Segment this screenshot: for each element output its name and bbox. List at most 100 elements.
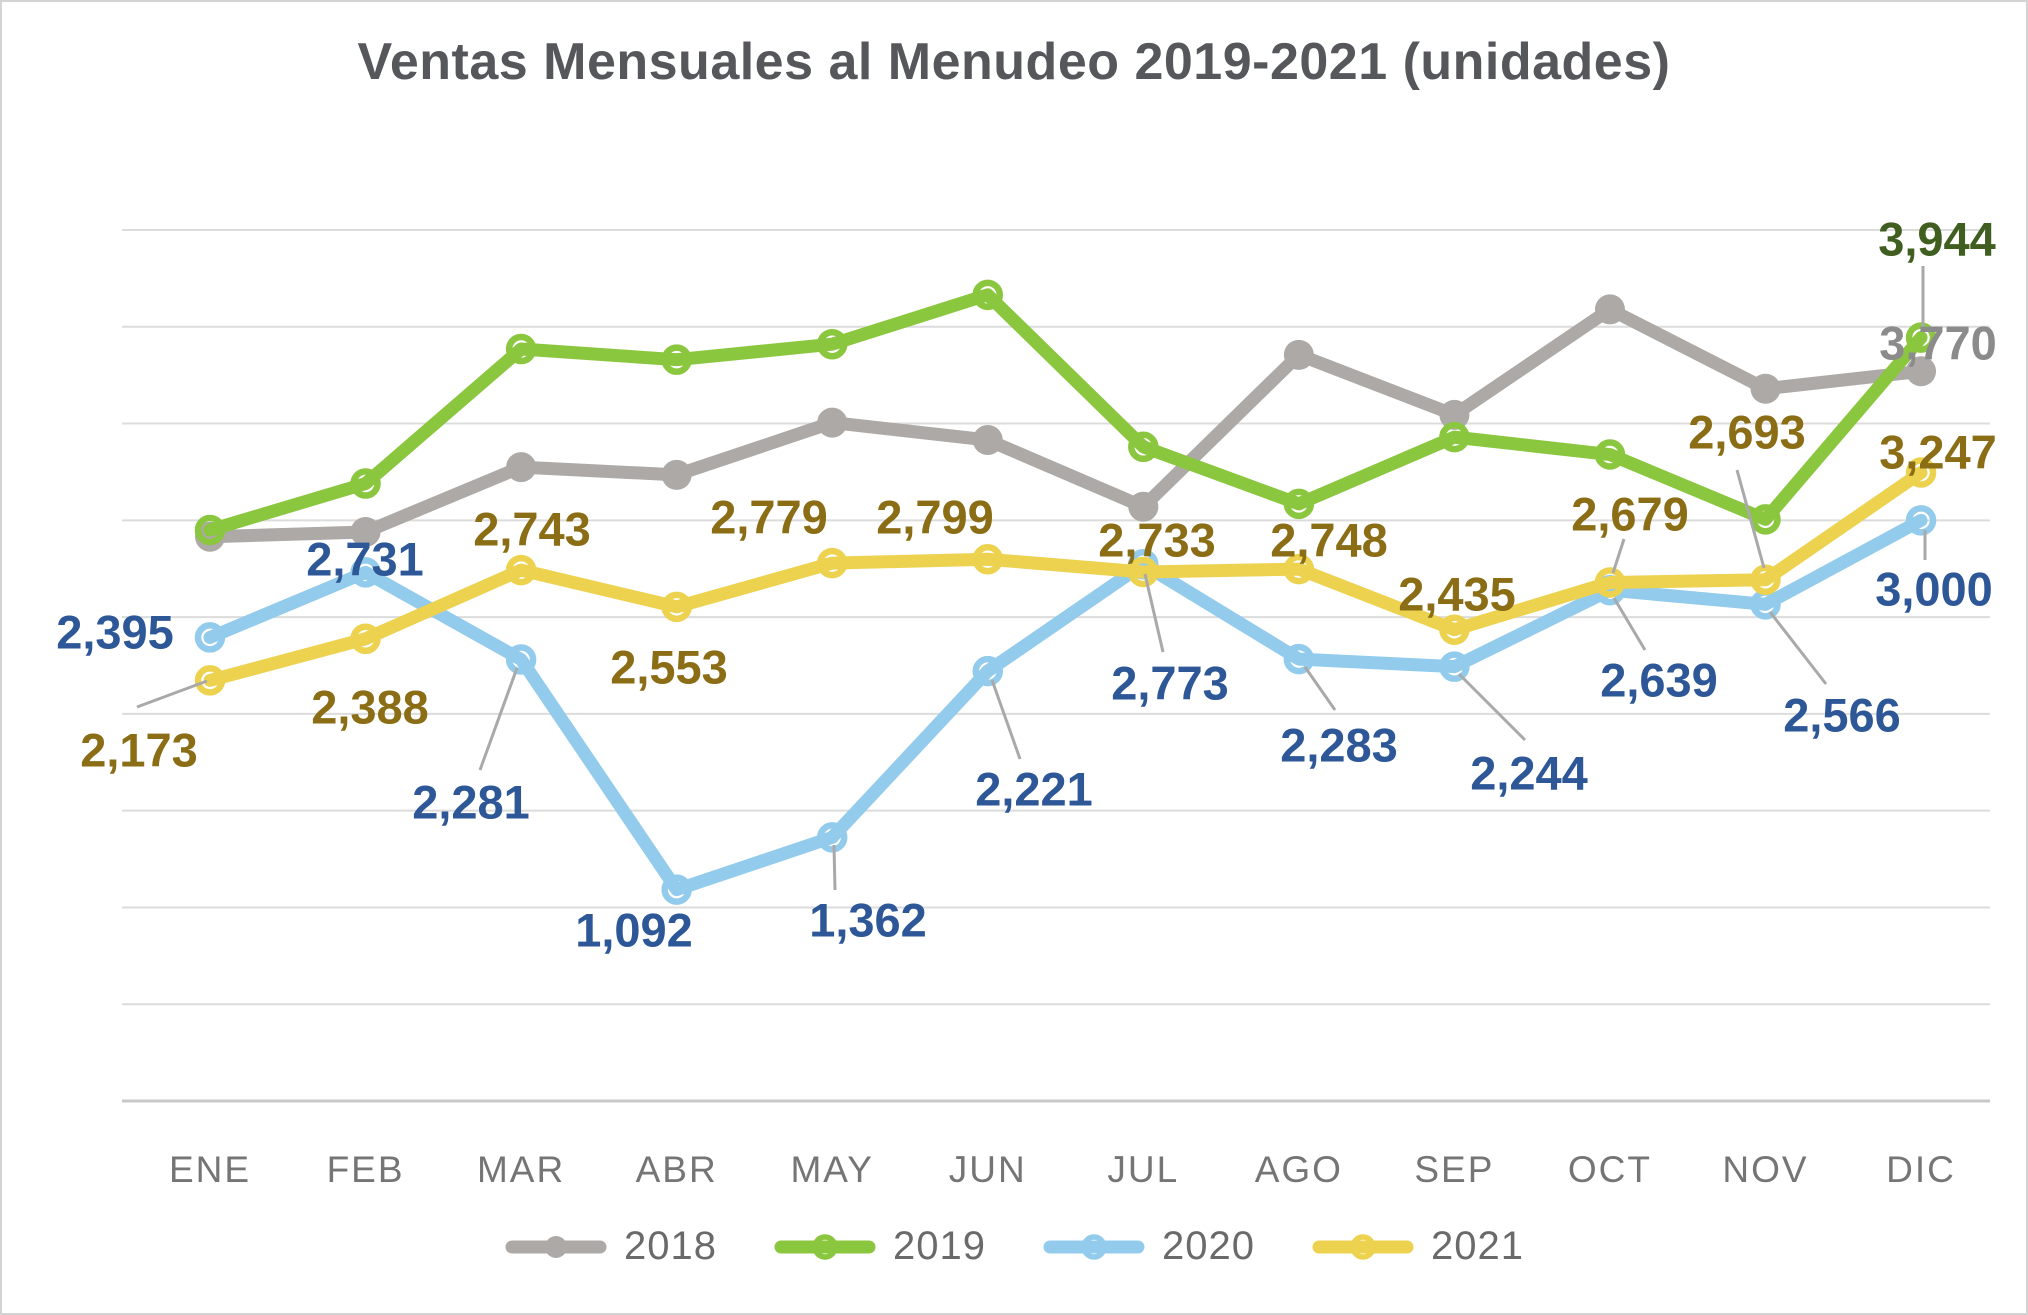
- legend-item-2020[interactable]: 2020: [1042, 1224, 1255, 1269]
- data-label-2021-AGO: 2,748: [1270, 514, 1388, 567]
- data-label-2021-SEP: 2,435: [1398, 568, 1516, 621]
- marker-2019-NOV: [1750, 504, 1781, 535]
- data-label-2020-OCT: 2,639: [1600, 654, 1718, 707]
- x-axis-label-JUN: JUN: [949, 1149, 1027, 1190]
- data-labels-2018: 3,770: [1879, 317, 1997, 370]
- leader-lines: [136, 266, 1927, 891]
- marker-2018-AGO: [1283, 339, 1314, 370]
- marker-2020-AGO: [1283, 643, 1315, 675]
- marker-2021-ABR: [661, 591, 692, 623]
- marker-2019-MAY: [816, 328, 848, 360]
- marker-2021-MAR: [505, 554, 537, 586]
- data-label-2021-MAR: 2,743: [473, 503, 591, 556]
- data-label-2020-AGO: 2,283: [1280, 719, 1398, 772]
- chart-title: Ventas Mensuales al Menudeo 2019-2021 (u…: [357, 33, 1671, 91]
- marker-2021-MAY: [816, 547, 848, 579]
- legend-label-2021: 2021: [1430, 1224, 1524, 1268]
- marker-2019-AGO: [1283, 488, 1315, 520]
- series-2018: [195, 294, 1937, 552]
- marker-2021-AGO: [1283, 553, 1315, 585]
- data-label-2021-NOV: 2,693: [1688, 406, 1806, 459]
- data-label-2021-FEB: 2,388: [311, 681, 429, 734]
- legend-label-2019: 2019: [893, 1224, 986, 1268]
- data-label-2021-JUL: 2,733: [1098, 514, 1216, 567]
- marker-2021-FEB: [350, 623, 381, 655]
- series-line-2021: [203, 466, 1928, 687]
- x-axis-label-ABR: ABR: [636, 1149, 718, 1190]
- x-axis-labels: ENE FEB MAR ABR MAY JUN JUL AGO SEP OCT NOV DIC: [169, 1149, 1956, 1190]
- marker-2020-FEB: [350, 557, 381, 588]
- data-label-2019-DIC: 3,944: [1878, 213, 1996, 266]
- legend-item-2021[interactable]: 2021: [1311, 1224, 1524, 1269]
- marker-2021-JUN: [972, 543, 1003, 575]
- legend-item-2019[interactable]: 2019: [773, 1224, 986, 1269]
- series-line-2020: [203, 513, 1928, 897]
- data-label-2020-ENE: 2,395: [56, 606, 174, 659]
- marker-2018-FEB: [350, 516, 381, 547]
- data-label-2021-ENE: 2,173: [80, 724, 198, 777]
- data-label-2020-FEB: 2,731: [306, 533, 424, 586]
- data-label-2020-MAY: 1,362: [809, 894, 927, 947]
- marker-2019-JUN: [972, 279, 1003, 311]
- data-label-2021-ABR: 2,553: [610, 641, 728, 694]
- marker-2021-NOV: [1750, 564, 1781, 596]
- x-axis-label-FEB: FEB: [327, 1149, 405, 1190]
- marker-2019-DIC: [1905, 322, 1937, 353]
- data-label-2020-DIC: 3,000: [1875, 563, 1993, 616]
- marker-2021-SEP: [1439, 614, 1470, 645]
- marker-2018-SEP: [1439, 399, 1470, 430]
- marker-2018-ABR: [661, 459, 692, 490]
- marker-2020-ABR: [661, 874, 692, 905]
- x-axis-label-AGO: AGO: [1255, 1149, 1343, 1190]
- legend-label-2018: 2018: [624, 1224, 718, 1268]
- x-axis-label-MAY: MAY: [790, 1149, 873, 1190]
- marker-2020-DIC: [1905, 505, 1937, 536]
- data-label-2020-SEP: 2,244: [1470, 747, 1588, 800]
- marker-2019-ENE: [194, 514, 226, 546]
- marker-2019-MAR: [505, 333, 537, 365]
- series-2019: [194, 279, 1937, 546]
- data-label-2020-ABR: 1,092: [575, 904, 693, 957]
- marker-2018-OCT: [1594, 294, 1625, 325]
- marker-2021-OCT: [1594, 567, 1626, 598]
- marker-2018-MAR: [506, 452, 537, 483]
- x-axis-label-OCT: OCT: [1568, 1149, 1652, 1190]
- marker-2018-JUN: [972, 425, 1003, 456]
- marker-2018-DIC: [1906, 356, 1937, 387]
- legend-item-2018[interactable]: 2018: [504, 1224, 717, 1269]
- data-label-2021-JUN: 2,799: [876, 491, 994, 544]
- marker-2021-ENE: [194, 665, 226, 696]
- data-label-2021-DIC: 3,247: [1879, 426, 1997, 479]
- data-labels-2020: 2,395 2,731 2,281 1,092 1,362 2,221 2,773 2,283…: [56, 533, 1993, 957]
- series-2021: [194, 457, 1937, 696]
- series-line-2018: [203, 302, 1928, 544]
- legend-swatch-2020: [1043, 1233, 1145, 1260]
- data-label-2020-JUN: 2,221: [975, 763, 1093, 816]
- x-axis-label-MAR: MAR: [477, 1149, 565, 1190]
- x-axis-label-DIC: DIC: [1886, 1149, 1956, 1190]
- x-axis-label-JUL: JUL: [1107, 1149, 1179, 1190]
- marker-2020-ENE: [194, 622, 226, 653]
- marker-2019-FEB: [350, 468, 381, 499]
- marker-2019-OCT: [1594, 439, 1626, 470]
- marker-2019-JUL: [1128, 431, 1159, 463]
- x-axis-label-SEP: SEP: [1414, 1149, 1494, 1190]
- marker-2019-SEP: [1439, 421, 1470, 453]
- data-labels-2021: 2,173 2,388 2,743 2,553 2,779 2,799 2,733 2,748…: [80, 406, 1997, 777]
- data-label-2020-MAR: 2,281: [412, 776, 530, 829]
- legend-label-2020: 2020: [1162, 1224, 1255, 1268]
- data-label-2020-NOV: 2,566: [1783, 689, 1901, 742]
- marker-2021-JUL: [1128, 556, 1159, 588]
- data-label-2020-JUL: 2,773: [1111, 657, 1229, 710]
- legend-swatch-2021: [1312, 1233, 1414, 1260]
- marker-2019-ABR: [661, 344, 692, 375]
- marker-2018-MAY: [817, 407, 848, 438]
- x-axis-label-ENE: ENE: [169, 1149, 251, 1190]
- marker-2018-JUL: [1128, 491, 1159, 522]
- x-axis-label-NOV: NOV: [1722, 1149, 1808, 1190]
- marker-2018-NOV: [1750, 373, 1781, 404]
- data-label-2021-MAY: 2,779: [710, 491, 828, 544]
- data-labels-2019: 3,944: [1878, 213, 1996, 266]
